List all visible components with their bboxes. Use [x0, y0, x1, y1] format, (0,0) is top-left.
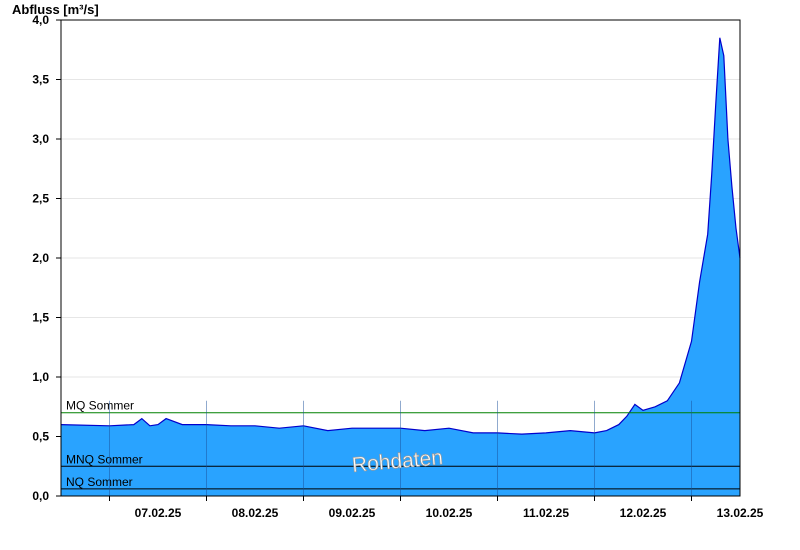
x-axis: 07.02.25 08.02.25 09.02.25 10.02.25 11.02.25… [109, 496, 764, 520]
day-separators [109, 400, 692, 496]
y-axis-title: Abfluss [m³/s] [12, 2, 99, 17]
x-tick-label: 12.02.25 [620, 506, 667, 520]
reference-line-label: NQ Sommer [66, 475, 133, 489]
x-tick-label: 10.02.25 [426, 506, 473, 520]
y-tick-label: 2,0 [32, 251, 49, 265]
y-tick-label: 1,5 [32, 311, 49, 325]
x-tick-label: 08.02.25 [232, 506, 279, 520]
x-tick-label: 09.02.25 [329, 506, 376, 520]
x-tick-label: 07.02.25 [135, 506, 182, 520]
discharge-area [61, 37, 740, 497]
reference-line-label: MNQ Sommer [66, 452, 143, 466]
reference-line-label: MQ Sommer [66, 399, 134, 413]
x-tick-label: 13.02.25 [717, 506, 764, 520]
y-tick-label: 4,0 [32, 13, 49, 27]
y-tick-label: 3,0 [32, 132, 49, 146]
y-tick-label: 3,5 [32, 73, 49, 87]
x-tick-label: 11.02.25 [523, 506, 569, 520]
y-tick-label: 0,5 [32, 430, 49, 444]
y-tick-label: 1,0 [32, 370, 49, 384]
grid-lines [61, 19, 740, 437]
y-tick-label: 0,0 [32, 489, 49, 503]
discharge-line [60, 37, 741, 435]
y-axis: 0,0 0,5 1,0 1,5 2,0 2,5 3,0 3,5 4,0 [32, 13, 61, 503]
y-tick-label: 2,5 [32, 192, 49, 206]
